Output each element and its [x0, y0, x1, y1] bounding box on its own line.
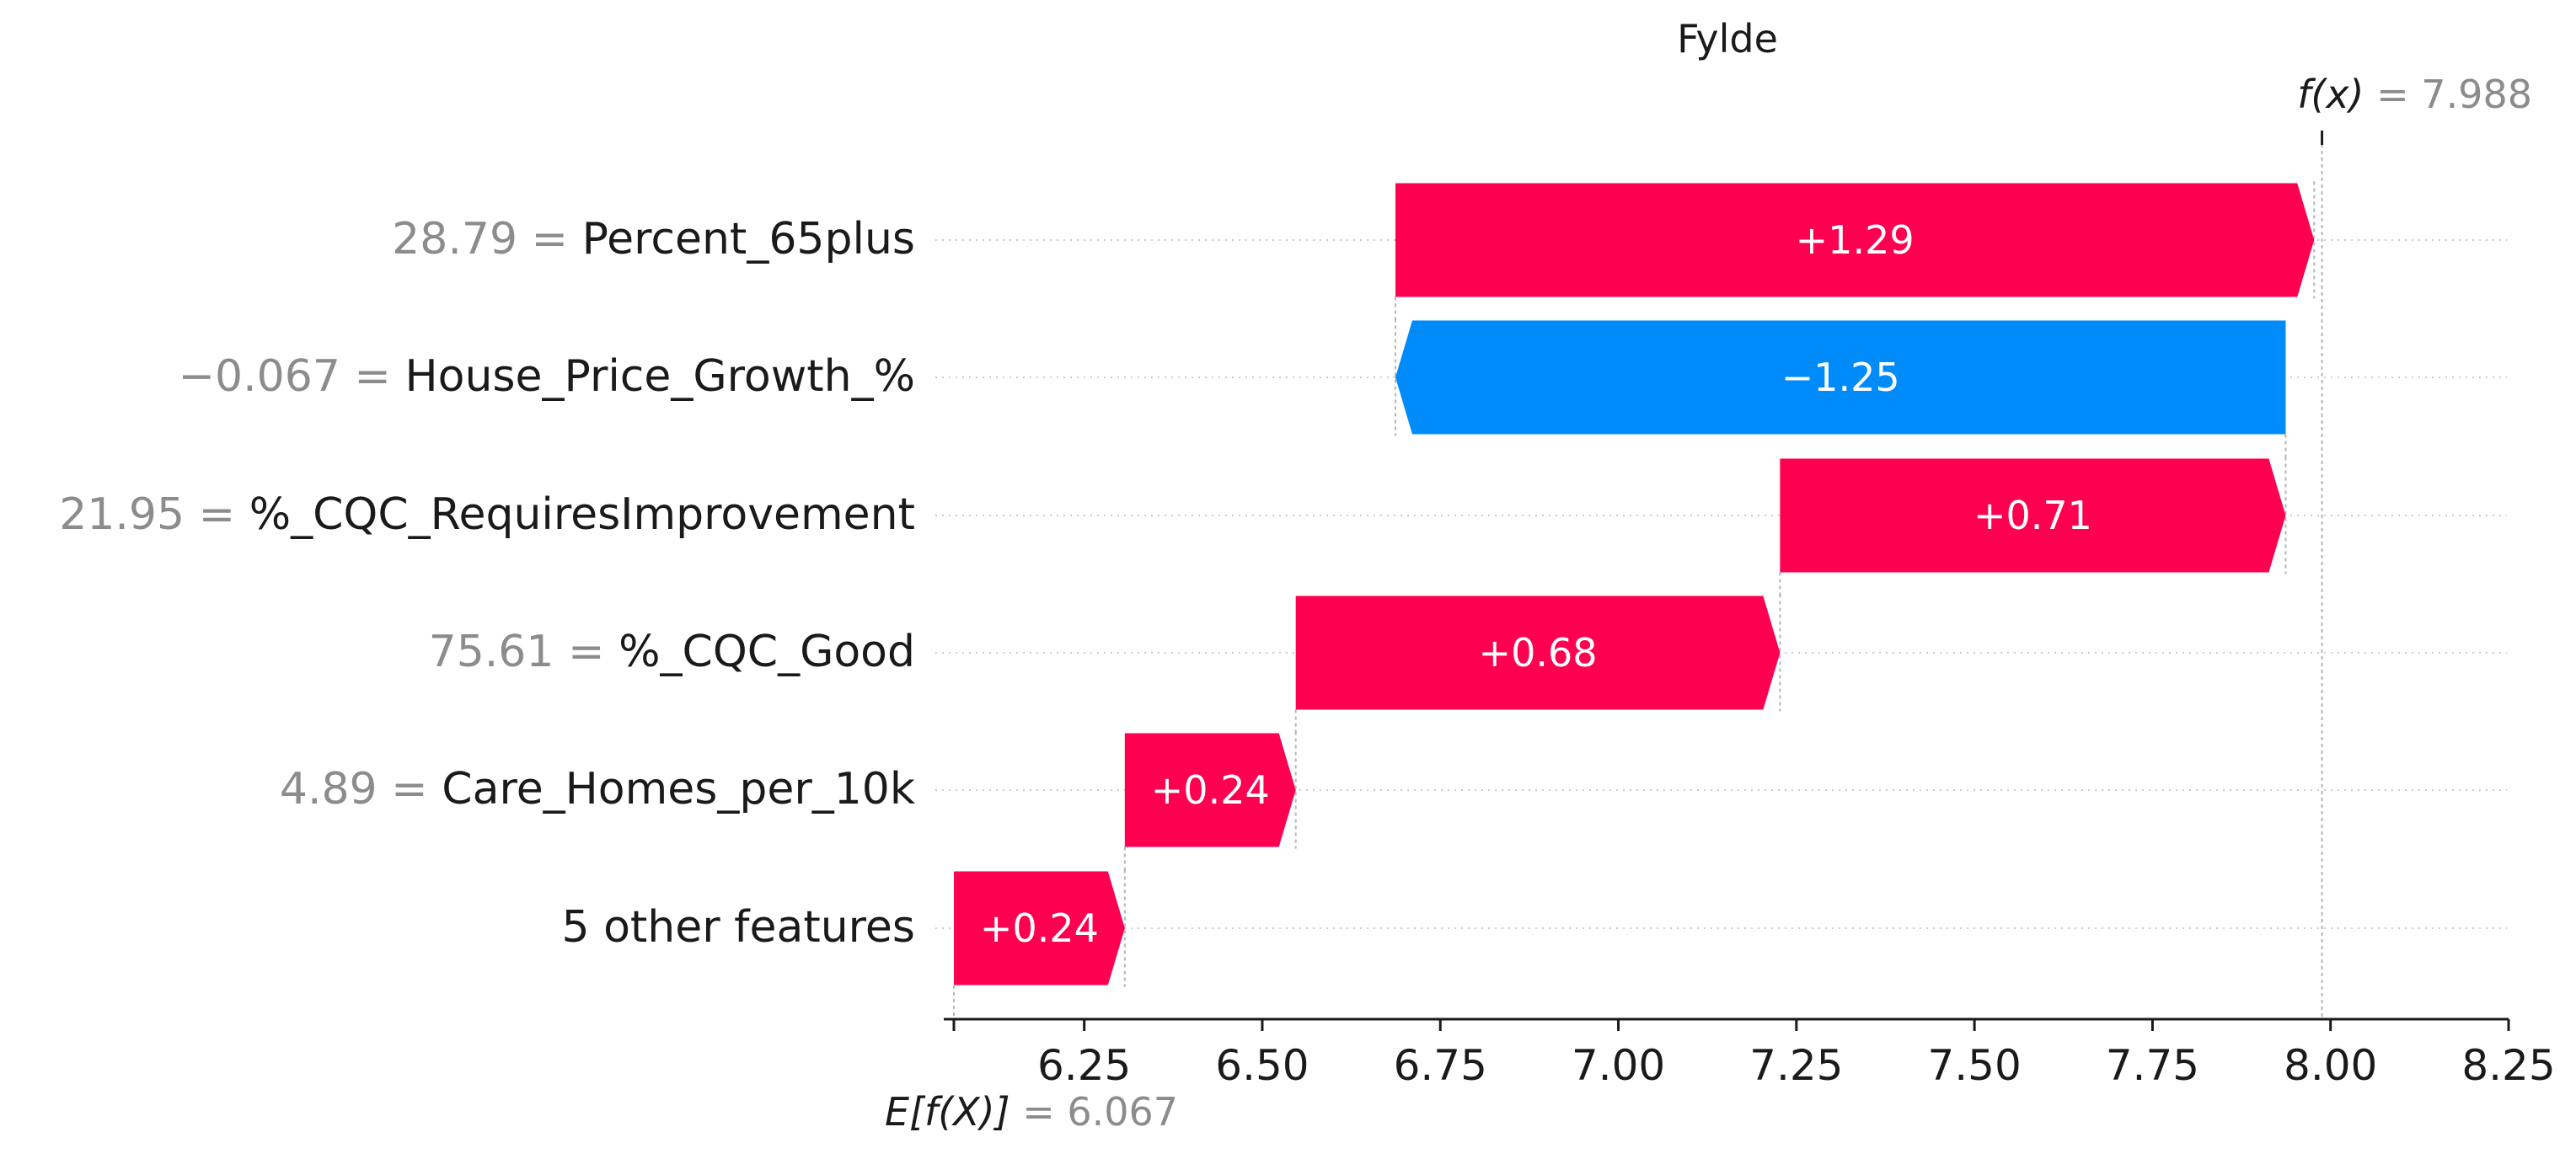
waterfall-bar [1395, 320, 2286, 435]
svg-text:f(x) = 7.988: f(x) = 7.988 [2297, 72, 2532, 117]
contribution-label: +0.24 [1151, 767, 1270, 813]
feature-label: −0.067 = House_Price_Growth_% [178, 351, 915, 402]
final-value-label: f(x) = 7.988 [2297, 72, 2532, 117]
contribution-label: +1.29 [1796, 217, 1915, 263]
waterfall-bar [1395, 183, 2315, 297]
contribution-label: −1.25 [1781, 355, 1900, 400]
x-tick-label: 7.50 [1927, 1041, 2021, 1090]
contribution-label: +0.68 [1479, 630, 1598, 676]
x-tick-label: 7.00 [1572, 1041, 1665, 1090]
feature-label: 5 other features [561, 902, 915, 953]
waterfall-bar [1780, 458, 2286, 573]
feature-label: 28.79 = Percent_65plus [392, 214, 915, 264]
x-tick-label: 6.50 [1215, 1041, 1309, 1090]
waterfall-bar [1295, 596, 1781, 710]
x-axis: 6.25 6.50 6.75 7.00 7.25 7.50 7.75 8.00 8.25 [944, 1017, 2556, 1090]
waterfall-bar [1124, 733, 1296, 847]
final-value-prefix: f(x) [2297, 72, 2364, 117]
x-tick-label: 8.00 [2284, 1041, 2377, 1090]
base-value: 6.067 [1067, 1089, 1178, 1135]
contribution-label: +0.71 [1974, 493, 2092, 538]
bars [954, 183, 2315, 985]
final-value: 7.988 [2421, 72, 2532, 117]
x-tick-label: 7.75 [2106, 1041, 2199, 1090]
x-tick-label: 6.75 [1394, 1041, 1487, 1090]
feature-label: 4.89 = Care_Homes_per_10k [280, 764, 915, 815]
feature-label: 21.95 = %_CQC_RequiresImprovement [59, 489, 915, 540]
base-value-prefix: E[f(X)] [885, 1089, 1010, 1135]
x-tick-label: 6.25 [1037, 1041, 1131, 1090]
waterfall-bar [954, 871, 1125, 985]
svg-text:E[f(X)] = 6.067: E[f(X)] = 6.067 [885, 1089, 1178, 1135]
base-value-label: E[f(X)] = 6.067 [885, 1089, 1178, 1135]
contribution-label: +0.24 [980, 905, 1099, 951]
feature-labels: +1.29 28.79 = Percent_65plus −1.25 −0.067 =… [59, 214, 2092, 953]
feature-label: 75.61 = %_CQC_Good [429, 627, 915, 677]
connectors [953, 131, 2324, 1032]
x-tick-label: 7.25 [1749, 1041, 1843, 1090]
chart-title: Fylde [1677, 16, 1778, 61]
x-tick-label: 8.25 [2461, 1041, 2555, 1090]
